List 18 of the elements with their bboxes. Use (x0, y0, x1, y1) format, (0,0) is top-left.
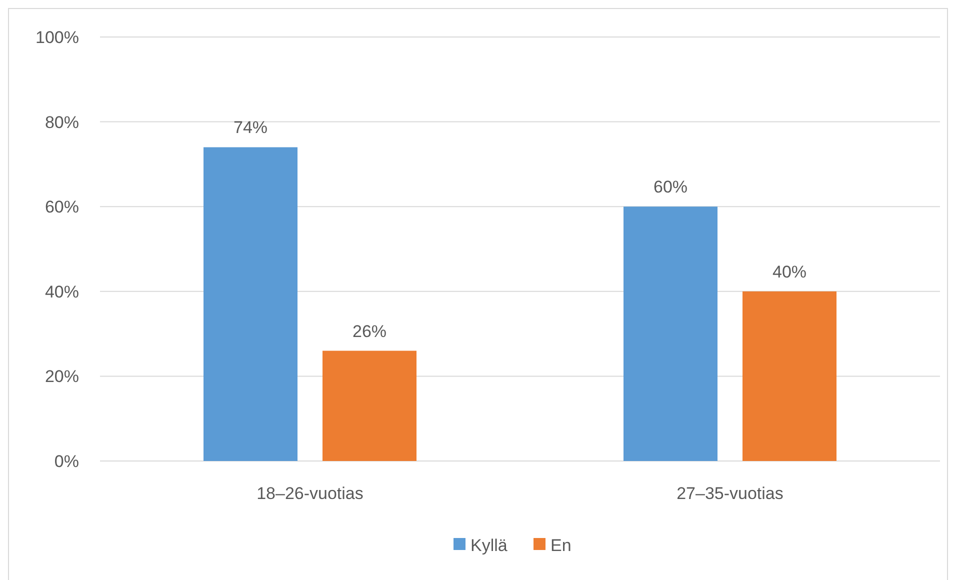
y-tick-label: 60% (44, 198, 79, 217)
data-label: 40% (772, 262, 807, 282)
x-tick-label: 18–26-vuotias (256, 484, 364, 503)
data-label: 74% (233, 118, 268, 138)
bar (624, 206, 718, 461)
bar (322, 350, 416, 461)
data-label: 60% (653, 178, 688, 197)
y-tick-label: 40% (44, 282, 79, 302)
y-tick-label: 80% (44, 112, 79, 132)
y-tick-label: 100% (36, 28, 79, 47)
x-tick-label: 27–35-vuotias (676, 484, 784, 503)
data-label: 26% (352, 322, 387, 341)
legend-label: En (550, 536, 572, 555)
bar (204, 147, 298, 461)
bar (742, 291, 836, 461)
legend-label: Kyllä (470, 536, 508, 555)
y-tick-label: 0% (54, 452, 79, 471)
y-tick-label: 20% (44, 367, 79, 386)
